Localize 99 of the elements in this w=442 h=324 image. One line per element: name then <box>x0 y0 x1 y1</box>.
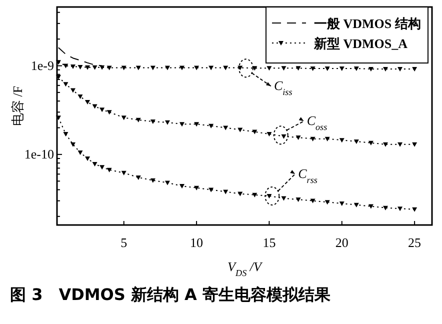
point <box>354 139 359 144</box>
point <box>382 142 388 147</box>
point <box>106 66 112 70</box>
point <box>412 66 418 72</box>
point <box>398 206 403 212</box>
point <box>238 128 243 132</box>
point <box>266 132 272 136</box>
point <box>180 184 184 189</box>
x-axis-title: V$_{DS}$ /V <box>228 259 264 278</box>
point <box>136 118 141 122</box>
legend-label: 新型 VDMOS_A <box>313 36 408 51</box>
point <box>180 66 184 70</box>
point <box>296 136 301 140</box>
point <box>136 175 141 180</box>
point <box>194 66 200 70</box>
y-axis-title: 电容 /F <box>10 86 25 126</box>
point <box>238 66 243 70</box>
point <box>194 186 200 190</box>
x-tick-label: 10 <box>190 235 204 250</box>
point <box>354 202 359 208</box>
point <box>100 108 105 112</box>
point <box>194 122 200 127</box>
point <box>208 66 214 70</box>
point <box>150 178 156 183</box>
point <box>382 206 388 210</box>
point <box>223 66 228 70</box>
point <box>252 66 258 71</box>
point <box>78 94 83 100</box>
point <box>339 66 344 72</box>
point <box>281 66 286 71</box>
point <box>70 142 76 147</box>
point <box>324 66 330 72</box>
x-tick-label: 25 <box>408 235 422 250</box>
point <box>136 66 141 70</box>
point <box>106 168 112 172</box>
point <box>252 192 258 198</box>
point <box>266 66 272 71</box>
point <box>208 124 214 128</box>
point <box>100 165 105 170</box>
point <box>164 66 170 70</box>
point <box>150 66 156 70</box>
point <box>150 120 156 124</box>
annotation: C$_{rss}$ <box>298 166 318 185</box>
point <box>368 140 374 146</box>
point <box>296 198 301 202</box>
point <box>121 170 126 176</box>
y-tick-label: 1e-9 <box>30 58 54 73</box>
point <box>92 162 98 166</box>
point <box>266 194 272 198</box>
point <box>85 156 90 161</box>
point <box>382 66 388 72</box>
point <box>56 60 61 65</box>
y-tick-label: 1e-10 <box>24 146 54 162</box>
point <box>310 198 316 204</box>
point <box>85 100 90 105</box>
point <box>324 200 330 205</box>
point <box>121 66 126 70</box>
point <box>92 65 98 70</box>
point <box>164 180 170 186</box>
point <box>63 132 68 136</box>
point <box>56 116 61 120</box>
x-tick-label: 15 <box>262 235 276 250</box>
x-tick-label: 20 <box>335 235 348 250</box>
point <box>208 188 214 192</box>
point <box>78 64 83 70</box>
point <box>281 134 286 139</box>
point <box>100 65 105 70</box>
point <box>368 66 374 72</box>
point <box>339 201 344 206</box>
point <box>92 104 98 109</box>
point <box>164 120 170 125</box>
point <box>78 150 83 156</box>
point <box>63 82 68 87</box>
point <box>398 142 403 147</box>
point <box>70 64 76 70</box>
point <box>56 74 61 80</box>
point <box>412 142 418 147</box>
point <box>281 196 286 201</box>
point <box>121 116 126 120</box>
point <box>398 66 403 72</box>
annotation: C$_{oss}$ <box>306 113 328 132</box>
point <box>180 122 184 127</box>
caption: 图 3 VDMOS 新结构 A 寄生电容模拟结果 <box>10 285 332 304</box>
point <box>223 190 228 194</box>
point <box>223 126 228 130</box>
point <box>354 66 359 72</box>
annotation: C$_{iss}$ <box>274 78 293 98</box>
x-tick-label: 5 <box>120 235 128 250</box>
point <box>70 88 76 93</box>
point <box>412 207 418 212</box>
point <box>310 66 316 72</box>
legend-label: 一般 VDMOS 结构 <box>314 16 421 31</box>
point <box>310 136 316 142</box>
point <box>85 65 90 70</box>
point <box>368 204 374 209</box>
point <box>296 66 301 71</box>
point <box>339 138 344 143</box>
point <box>106 110 112 115</box>
point <box>324 136 330 142</box>
